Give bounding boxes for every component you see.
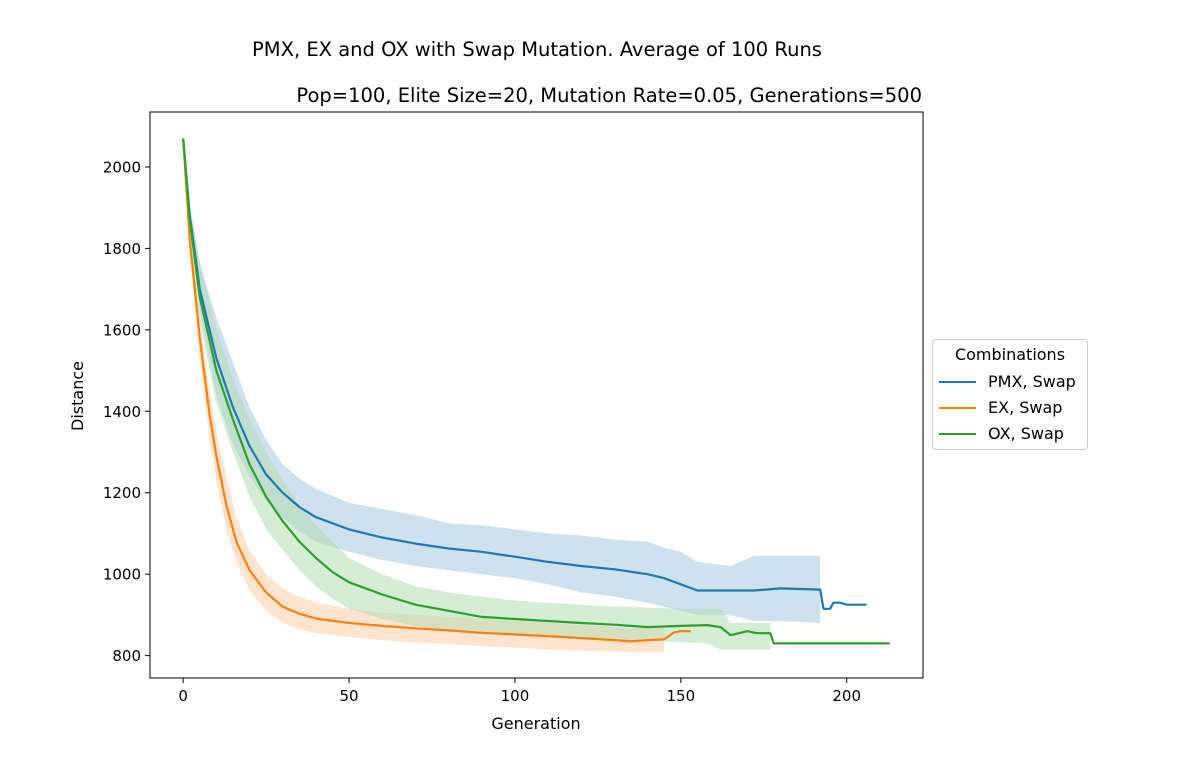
x-axis-ticks: 0 50 100 150 200 [178,678,861,705]
line-ex-swap [182,138,691,643]
y-tick-label: 800 [112,647,141,665]
band-pmx-swap [183,138,821,623]
y-axis-label: Distance [68,361,87,431]
y-tick-label: 2000 [103,158,141,176]
legend-label-ox-swap: OX, Swap [988,424,1064,443]
y-axis-ticks: 800 1000 1200 1400 1600 1800 2000 [103,158,150,665]
chart-subtitle: Pop=100, Elite Size=20, Mutation Rate=0.… [296,84,922,107]
y-tick-label: 1000 [103,566,141,584]
legend: Combinations PMX, Swap EX, Swap OX, Swap [932,339,1088,450]
line-pmx-swap [182,138,867,610]
series-lines [182,138,890,645]
legend-swatch-ex-swap [939,407,976,409]
x-tick-label: 0 [178,687,188,705]
legend-entry-ox-swap: OX, Swap [939,424,1084,444]
line-ox-swap [182,138,890,645]
plot-area-frame [149,111,924,679]
legend-entry-ex-swap: EX, Swap [939,398,1084,418]
legend-title: Combinations [954,345,1066,364]
legend-swatch-pmx-swap [939,381,976,383]
legend-swatch-ox-swap [939,433,976,435]
legend-label-ex-swap: EX, Swap [988,398,1063,417]
x-tick-label: 100 [501,687,530,705]
chart-title: PMX, EX and OX with Swap Mutation. Avera… [252,38,822,61]
y-tick-label: 1600 [103,321,141,339]
x-axis-label: Generation [491,714,580,733]
y-tick-label: 1800 [103,240,141,258]
legend-entry-pmx-swap: PMX, Swap [939,372,1084,392]
x-tick-label: 150 [666,687,695,705]
y-tick-label: 1200 [103,484,141,502]
y-tick-label: 1400 [103,403,141,421]
confidence-bands [183,138,821,653]
x-tick-label: 200 [832,687,861,705]
legend-label-pmx-swap: PMX, Swap [988,372,1076,391]
x-tick-label: 50 [340,687,359,705]
